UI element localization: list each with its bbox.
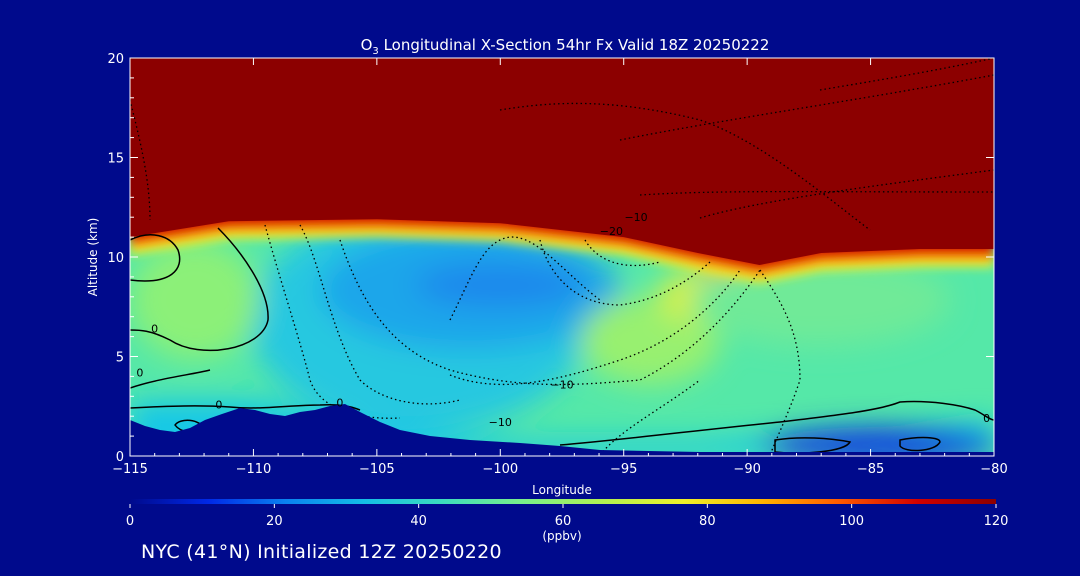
y-tick-label: 20	[107, 52, 124, 67]
colorbar-unit-label: (ppbv)	[542, 529, 581, 543]
dotted-contour	[130, 99, 151, 221]
dotted-contour	[759, 269, 801, 456]
x-tick-label: −85	[857, 462, 884, 477]
x-tick-label: −115	[112, 462, 148, 477]
dotted-contours	[130, 58, 994, 456]
colorbar-tick-label: 100	[839, 514, 864, 529]
colorbar-ticks: 0 20 40 60 80 100 120	[126, 504, 1009, 529]
x-axis-label: Longitude	[532, 483, 592, 497]
contour-label: 0	[983, 412, 990, 425]
x-tick-label: −95	[610, 462, 637, 477]
dotted-contour	[449, 236, 601, 321]
solid-contours	[130, 227, 994, 454]
dotted-contour	[619, 74, 994, 141]
colorbar-tick-label: 60	[555, 514, 572, 529]
solid-contour	[559, 400, 994, 446]
x-tick-label: −100	[482, 462, 518, 477]
x-axis: −115 −110 −105 −100 −95 −90 −85 −80	[112, 58, 1008, 477]
solid-contour	[130, 234, 181, 282]
y-axis-label: Altitude (km)	[86, 218, 100, 297]
dotted-contour	[699, 169, 994, 219]
colorbar-tick-label: 20	[266, 514, 283, 529]
dotted-contour	[819, 58, 994, 91]
contour-label: 0	[336, 396, 343, 409]
x-tick-label: −110	[236, 462, 272, 477]
x-tick-label: −105	[359, 462, 395, 477]
stratosphere-region	[130, 58, 994, 265]
colorbar-tick-label: 40	[410, 514, 427, 529]
dotted-contour	[339, 239, 761, 386]
plot-area: 000 00−10−10−10−20	[130, 58, 994, 456]
y-tick-label: 10	[107, 251, 124, 266]
dotted-contour	[639, 190, 994, 196]
colorbar-gradient	[130, 499, 996, 504]
colorbar-tick-label: 0	[126, 514, 134, 529]
dotted-contour	[599, 379, 701, 456]
contour-label: 0	[215, 398, 222, 411]
field-blobs	[130, 210, 994, 456]
contour-label: −20	[600, 225, 623, 238]
field-deep-blue-se	[760, 427, 994, 456]
y-tick-label: 0	[116, 450, 124, 465]
y-tick-label: 15	[107, 152, 124, 167]
x-tick-label: −90	[733, 462, 760, 477]
contour-label: −10	[489, 416, 512, 429]
chart-title: O3 Longitudinal X-Section 54hr Fx Valid …	[361, 36, 770, 57]
dotted-contour	[584, 239, 661, 267]
contour-labels: 000 00−10−10−10−20	[136, 211, 990, 429]
field-blue-core	[415, 263, 585, 307]
colorbar: 0 20 40 60 80 100 120 (ppbv)	[126, 499, 1009, 543]
contour-label: −10	[550, 378, 573, 391]
terrain	[130, 404, 994, 456]
solid-contour	[130, 369, 211, 389]
contour-label: 0	[136, 366, 143, 379]
footer-caption: NYC (41°N) Initialized 12Z 20250220	[141, 541, 502, 563]
x-tick-label: −80	[980, 462, 1007, 477]
colorbar-tick-label: 80	[699, 514, 716, 529]
y-tick-label: 5	[116, 351, 124, 366]
colorbar-tick-label: 120	[984, 514, 1009, 529]
solid-contour	[130, 227, 269, 352]
contour-label: −10	[624, 211, 647, 224]
field-green-west	[130, 240, 260, 360]
contour-label: 0	[151, 323, 158, 336]
solid-contour	[899, 436, 941, 452]
